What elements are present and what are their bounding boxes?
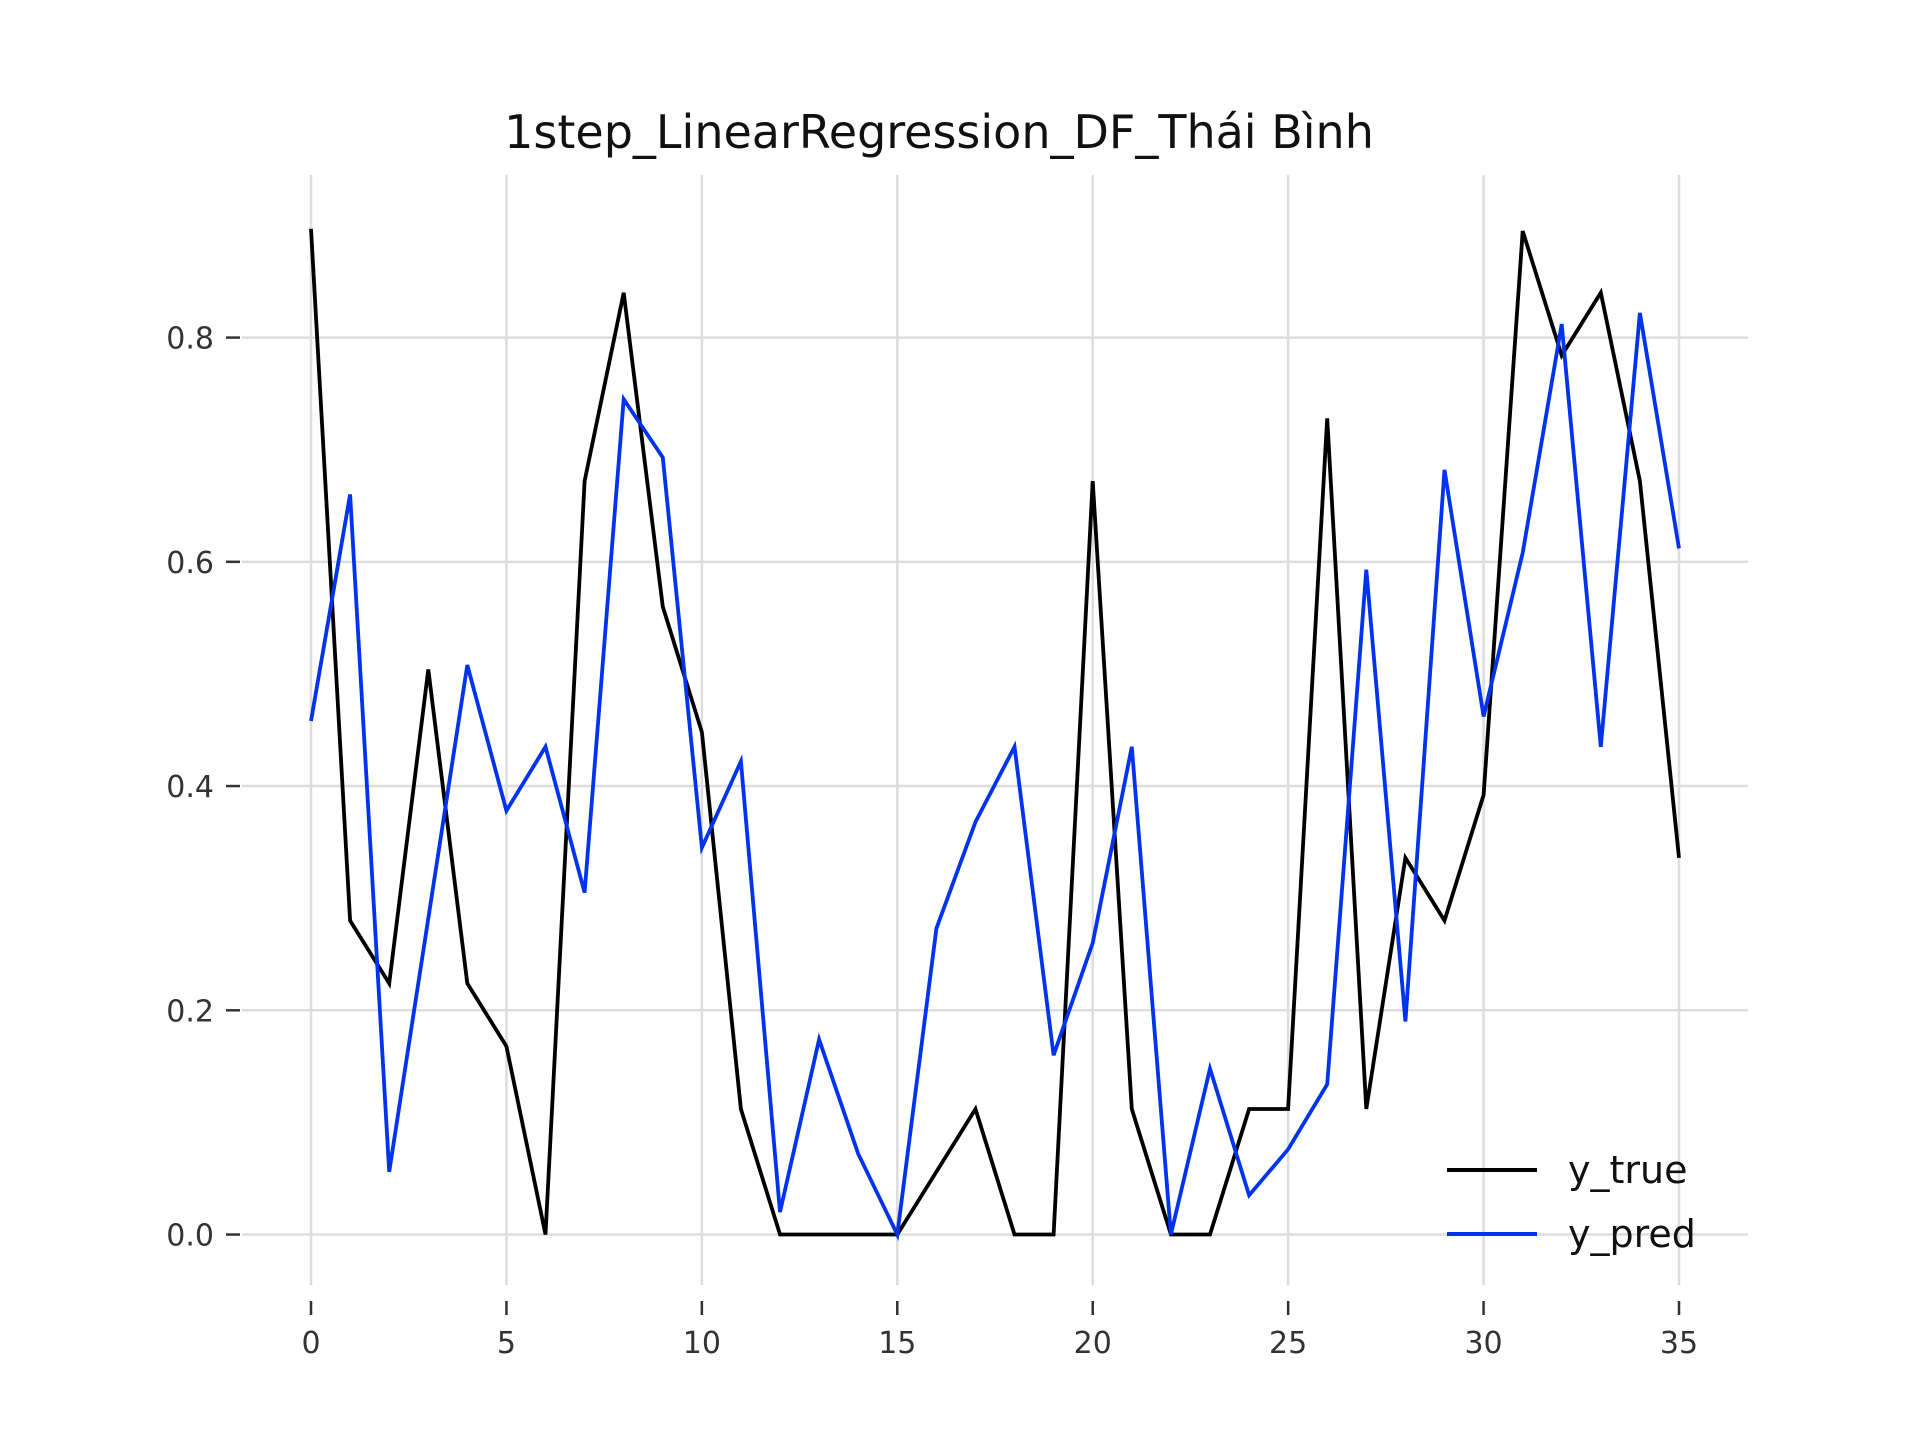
y-tick-label: 0.0 bbox=[166, 1219, 214, 1254]
x-tick-label: 15 bbox=[878, 1326, 916, 1361]
legend: y_true y_pred bbox=[1447, 1148, 1696, 1256]
x-tick-label: 0 bbox=[301, 1326, 320, 1361]
y-tick-label: 0.6 bbox=[166, 546, 214, 581]
x-tick-label: 30 bbox=[1464, 1326, 1502, 1361]
axis-layer: 0 5 10 15 20 25 30 35 0.0 0.2 0.4 0.6 0.8 bbox=[166, 322, 1698, 1361]
x-tick-label: 10 bbox=[683, 1326, 721, 1361]
grid-layer bbox=[242, 175, 1748, 1285]
series-line-y-pred bbox=[309, 312, 1681, 1242]
legend-label-y-pred: y_pred bbox=[1568, 1212, 1696, 1256]
y-tick-label: 0.8 bbox=[166, 322, 214, 357]
legend-label-y-true: y_true bbox=[1568, 1148, 1687, 1192]
x-tick-label: 35 bbox=[1660, 1326, 1698, 1361]
series-layer bbox=[309, 228, 1681, 1242]
chart-title: 1step_LinearRegression_DF_Thái Bình bbox=[504, 105, 1374, 159]
x-tick-label: 5 bbox=[497, 1326, 516, 1361]
y-tick-label: 0.2 bbox=[166, 994, 214, 1029]
series-line-y-true bbox=[309, 228, 1681, 1237]
x-tick-label: 25 bbox=[1269, 1326, 1307, 1361]
x-tick-label: 20 bbox=[1074, 1326, 1112, 1361]
y-tick-label: 0.4 bbox=[166, 770, 214, 805]
